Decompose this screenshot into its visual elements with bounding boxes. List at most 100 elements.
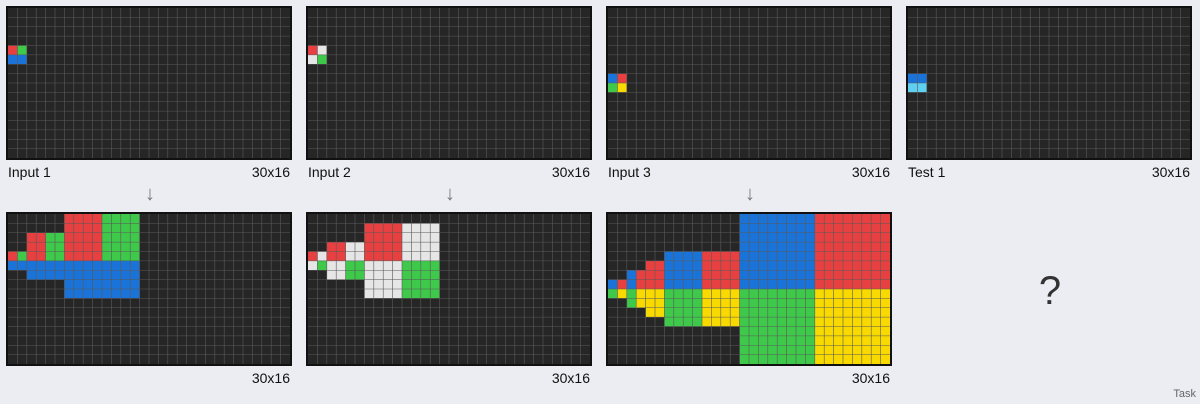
grid-cell: [8, 251, 18, 261]
grid-cell: [383, 232, 393, 243]
grid-cell: [392, 289, 402, 299]
grid-cell: [120, 232, 131, 243]
panel-label: Input 3: [608, 164, 651, 180]
grid-cell: [8, 260, 18, 271]
grid-cell: [130, 223, 140, 233]
grid-cell: [326, 270, 337, 280]
grid-cell: [917, 83, 927, 93]
grid-cell: [102, 289, 112, 299]
grid-cell: [411, 289, 421, 299]
grid-cell: [617, 83, 627, 93]
grid-cell: [608, 83, 618, 93]
grid-cell: [373, 251, 384, 261]
grid-cell: [92, 289, 102, 299]
grid-cell: [111, 260, 121, 271]
grid-cell: [111, 279, 121, 289]
grid-input-3: [606, 6, 892, 160]
grid-cell: [8, 45, 18, 55]
grid-cell: [430, 223, 440, 233]
panel-input-2: Input 2 30x16: [306, 6, 592, 181]
grid-cell: [55, 251, 65, 261]
grid-cell: [120, 260, 131, 271]
grid-cell: [111, 251, 121, 261]
grid-cell: [83, 279, 93, 289]
panel-input-1: Input 1 30x16: [6, 6, 292, 181]
grid-cell: [26, 251, 37, 261]
grid-cell: [120, 214, 131, 224]
grid-canvas: [8, 8, 290, 158]
grid-cell: [130, 260, 140, 271]
grid-cell: [73, 270, 84, 280]
grid-cell: [402, 223, 412, 233]
grid-cell: [326, 242, 337, 252]
grid-cell: [120, 223, 131, 233]
grid-cell: [355, 242, 365, 252]
grid-cell: [364, 289, 374, 299]
panel-size: 30x16: [251, 164, 290, 180]
grid-cell: [608, 73, 618, 83]
grid-cell: [430, 242, 440, 252]
grid-cell: [55, 260, 65, 271]
panel-output-1: 30x16: [6, 212, 292, 387]
grid-cell: [73, 279, 84, 289]
footer-tag: Task: [1173, 388, 1196, 400]
grid-cell: [36, 232, 46, 243]
grid-cell: [102, 242, 112, 252]
unknown-output-placeholder: ?: [1038, 269, 1062, 313]
panel-test-1: Test 1 30x16: [906, 6, 1192, 181]
panel-input-3: Input 3 30x16: [606, 6, 892, 181]
grid-cell: [402, 270, 412, 280]
grid-cell: [430, 232, 440, 243]
grid-cell: [130, 270, 140, 280]
grid-canvas: [608, 8, 890, 158]
grid-cell: [308, 260, 318, 271]
grid-cell: [102, 214, 112, 224]
grid-cell: [64, 214, 74, 224]
grid-cell: [92, 270, 102, 280]
grid-cell: [17, 54, 27, 65]
grid-cell: [420, 232, 431, 243]
grid-cell: [336, 242, 346, 252]
grid-cell: [392, 251, 402, 261]
grid-cell: [92, 232, 102, 243]
grid-output-1: [6, 212, 292, 366]
grid-cell: [102, 279, 112, 289]
grid-cell: [411, 270, 421, 280]
grid-cell: [83, 289, 93, 299]
grid-cell: [83, 223, 93, 233]
grid-cell: [373, 289, 384, 299]
grid-input-2: [306, 6, 592, 160]
grid-cell: [364, 251, 374, 261]
grid-cell: [317, 54, 327, 65]
grid-cell: [392, 270, 402, 280]
panel-size: 30x16: [1151, 164, 1190, 180]
grid-cell: [383, 289, 393, 299]
panel-size: 30x16: [251, 370, 290, 386]
grid-cell: [102, 260, 112, 271]
grid-cell: [636, 279, 646, 289]
grid-cell: [73, 214, 84, 224]
grid-cell: [345, 260, 355, 271]
grid-cell: [111, 223, 121, 233]
grid-cell: [64, 251, 74, 261]
grid-cell: [411, 232, 421, 243]
grid-cell: [617, 73, 627, 83]
grid-cell: [64, 242, 74, 252]
grid-cell: [402, 251, 412, 261]
grid-cell: [317, 260, 327, 271]
grid-cell: [36, 260, 46, 271]
grid-cell: [908, 83, 918, 93]
grid-cell: [326, 260, 337, 271]
grid-cell: [373, 232, 384, 243]
grid-cell: [45, 270, 55, 280]
grid-cell: [73, 251, 84, 261]
grid-cell: [73, 242, 84, 252]
grid-cell: [45, 232, 55, 243]
grid-cell: [92, 260, 102, 271]
grid-output-2: [306, 212, 592, 366]
grid-cell: [111, 270, 121, 280]
grid-cell: [55, 270, 65, 280]
grid-cell: [364, 223, 374, 233]
grid-cell: [130, 289, 140, 299]
grid-cell: [55, 232, 65, 243]
